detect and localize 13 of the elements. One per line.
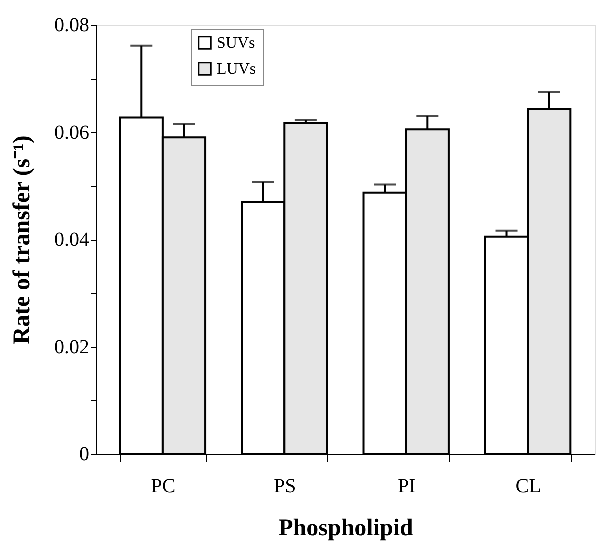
- x-tick-label: PS: [274, 476, 296, 498]
- x-axis-title: Phospholipid: [278, 516, 414, 542]
- legend-label: SUVs: [217, 35, 256, 52]
- x-tick-label: PC: [151, 476, 176, 498]
- y-tick-label: 0.04: [54, 229, 90, 251]
- y-tick-label: 0.02: [54, 336, 90, 358]
- y-axis-title: Rate of transfer (s⁻¹): [10, 136, 36, 344]
- y-tick-label: 0.06: [54, 122, 90, 144]
- x-tick-label: PI: [398, 476, 416, 498]
- legend-label: LUVs: [217, 61, 256, 78]
- y-tick-label: 0: [80, 444, 90, 466]
- y-tick-label: 0.08: [54, 14, 90, 36]
- x-tick-label: CL: [516, 476, 542, 498]
